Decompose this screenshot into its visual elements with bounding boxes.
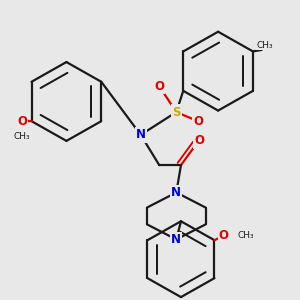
Text: CH₃: CH₃ [256, 41, 273, 50]
Text: O: O [154, 80, 164, 93]
Text: O: O [194, 134, 205, 147]
Text: CH₃: CH₃ [238, 231, 254, 240]
Text: O: O [17, 115, 27, 128]
Text: N: N [136, 128, 146, 141]
Text: CH₃: CH₃ [14, 132, 31, 141]
Text: N: N [171, 233, 181, 246]
Text: N: N [171, 186, 181, 199]
Text: O: O [219, 229, 229, 242]
Text: O: O [193, 115, 203, 128]
Text: S: S [172, 106, 181, 118]
